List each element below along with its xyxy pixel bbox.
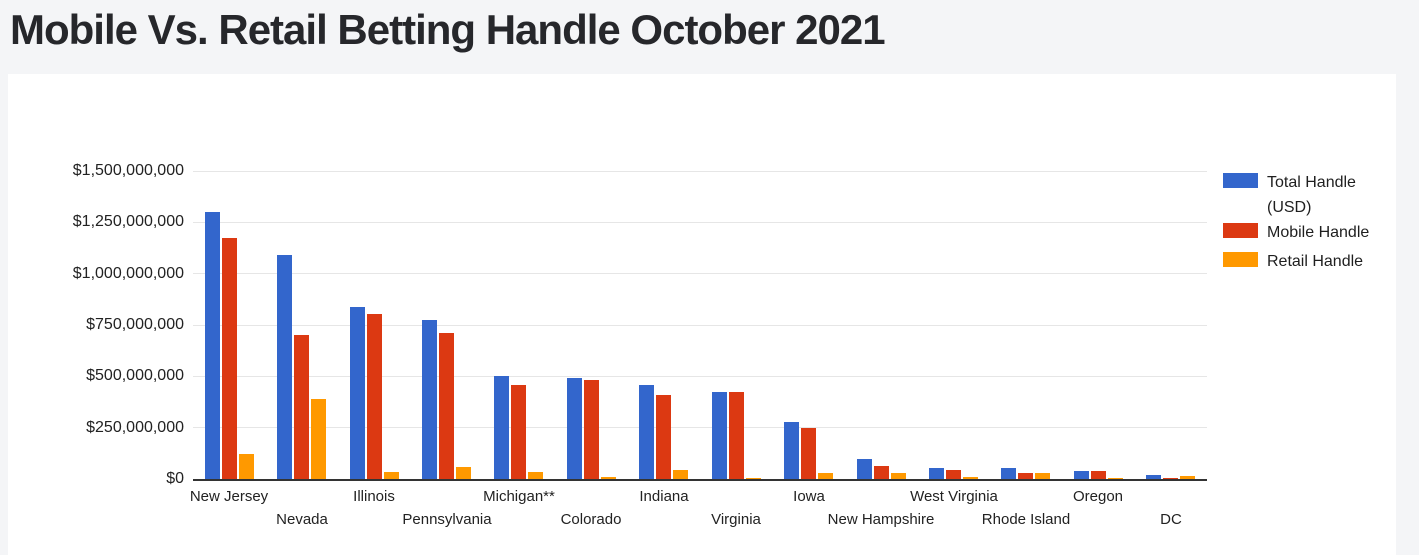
- x-axis-category-label: Illinois: [353, 488, 395, 505]
- bar-total-handle-usd[interactable]: [1001, 468, 1016, 479]
- x-axis-category-label: Iowa: [793, 488, 825, 505]
- gridline: [193, 375, 1207, 377]
- bar-retail-handle[interactable]: [528, 472, 543, 479]
- x-axis-baseline: [193, 479, 1207, 481]
- bar-retail-handle[interactable]: [311, 399, 326, 479]
- bar-total-handle-usd[interactable]: [205, 212, 220, 479]
- bar-retail-handle[interactable]: [891, 473, 906, 479]
- bar-retail-handle[interactable]: [1035, 473, 1050, 479]
- bar-total-handle-usd[interactable]: [712, 392, 727, 479]
- bar-mobile-handle[interactable]: [294, 335, 309, 479]
- legend-swatch-icon: [1223, 252, 1258, 267]
- x-axis-category-label: Rhode Island: [981, 511, 1071, 528]
- x-axis-category-label: Virginia: [711, 511, 761, 528]
- page-title: Mobile Vs. Retail Betting Handle October…: [10, 6, 886, 53]
- bar-mobile-handle[interactable]: [511, 385, 526, 479]
- chart-card: $0 $250,000,000 $500,000,000 $750,000,000 $1…: [8, 74, 1396, 555]
- x-axis-category-label: Indiana: [639, 488, 689, 505]
- legend-label: Retail Handle: [1267, 253, 1364, 270]
- bar-mobile-handle[interactable]: [874, 466, 889, 479]
- y-axis-tick-label: $1,000,000,000: [72, 264, 184, 282]
- bar-retail-handle[interactable]: [456, 467, 471, 479]
- bar-total-handle-usd[interactable]: [1146, 475, 1161, 479]
- bar-total-handle-usd[interactable]: [857, 459, 872, 479]
- y-axis-tick-label: $1,500,000,000: [72, 162, 184, 179]
- y-axis-tick-label: $0: [166, 470, 184, 487]
- bar-mobile-handle[interactable]: [439, 333, 454, 479]
- bar-mobile-handle[interactable]: [1091, 471, 1106, 479]
- bar-mobile-handle[interactable]: [222, 238, 237, 479]
- x-axis-category-label: Pennsylvania: [402, 511, 492, 528]
- bar-retail-handle[interactable]: [673, 470, 688, 479]
- y-axis-tick-label: $500,000,000: [86, 367, 184, 385]
- gridline: [193, 170, 1207, 172]
- bar-total-handle-usd[interactable]: [494, 376, 509, 479]
- bar-retail-handle[interactable]: [384, 472, 399, 479]
- x-axis-category-label: Michigan**: [483, 488, 555, 505]
- bar-mobile-handle[interactable]: [1018, 473, 1033, 479]
- legend-swatch-icon: [1223, 173, 1258, 188]
- bar-retail-handle[interactable]: [239, 454, 254, 479]
- bar-mobile-handle[interactable]: [801, 428, 816, 479]
- x-axis-category-label: Nevada: [276, 511, 328, 528]
- legend-swatch-icon: [1223, 223, 1258, 238]
- y-axis-tick-label: $1,250,000,000: [72, 213, 184, 231]
- y-axis-tick-label: $750,000,000: [86, 316, 184, 333]
- y-axis-tick-label: $250,000,000: [86, 418, 184, 436]
- bar-total-handle-usd[interactable]: [277, 255, 292, 479]
- bar-total-handle-usd[interactable]: [422, 320, 437, 479]
- legend-item: Mobile Handle: [1223, 220, 1403, 245]
- bar-retail-handle[interactable]: [1108, 478, 1123, 479]
- gridline: [193, 324, 1207, 326]
- bar-mobile-handle[interactable]: [656, 395, 671, 479]
- x-axis-category-label: DC: [1160, 511, 1182, 528]
- bar-mobile-handle[interactable]: [584, 380, 599, 479]
- bar-mobile-handle[interactable]: [946, 470, 961, 479]
- bar-total-handle-usd[interactable]: [1074, 471, 1089, 479]
- gridline: [193, 427, 1207, 429]
- bar-total-handle-usd[interactable]: [784, 422, 799, 479]
- bar-retail-handle[interactable]: [1180, 476, 1195, 479]
- bar-total-handle-usd[interactable]: [929, 468, 944, 479]
- x-axis-category-label: New Jersey: [189, 488, 269, 505]
- gridline: [193, 221, 1207, 223]
- x-axis-category-label: New Hampshire: [827, 511, 935, 528]
- bar-total-handle-usd[interactable]: [567, 378, 582, 479]
- gridline: [193, 273, 1207, 275]
- legend-label: Mobile Handle: [1267, 224, 1370, 241]
- x-axis-category-label: Oregon: [1072, 488, 1124, 505]
- x-axis-category-label: West Virginia: [910, 488, 998, 505]
- legend-item: Retail Handle: [1223, 249, 1403, 274]
- bar-retail-handle[interactable]: [601, 477, 616, 479]
- bar-total-handle-usd[interactable]: [350, 307, 365, 479]
- bar-total-handle-usd[interactable]: [639, 385, 654, 479]
- bar-retail-handle[interactable]: [963, 477, 978, 479]
- bar-mobile-handle[interactable]: [367, 314, 382, 479]
- legend-label: Total Handle (USD): [1267, 174, 1356, 216]
- bar-retail-handle[interactable]: [746, 478, 761, 479]
- legend-item: Total Handle (USD): [1223, 170, 1403, 220]
- x-axis-category-label: Colorado: [560, 511, 622, 528]
- bar-retail-handle[interactable]: [818, 473, 833, 479]
- bar-mobile-handle[interactable]: [1163, 478, 1178, 479]
- bar-mobile-handle[interactable]: [729, 392, 744, 479]
